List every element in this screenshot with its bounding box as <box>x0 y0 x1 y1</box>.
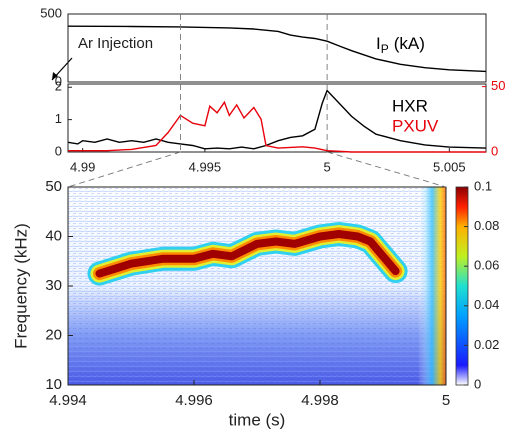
annotation: Ar Injection <box>78 35 153 52</box>
zoom-guide <box>326 151 447 188</box>
spectrogram-background <box>68 187 446 385</box>
x-tick-label: 5.005 <box>433 159 466 174</box>
y-tick-label: 50 <box>45 178 62 195</box>
x-tick-label: 4.996 <box>175 392 213 409</box>
y-tick-label: 40 <box>45 227 62 244</box>
series-line <box>68 89 486 150</box>
y-tick-label: 0 <box>55 73 62 88</box>
colorbar-tick-label: 0.04 <box>474 297 499 312</box>
legend-label: HXR <box>392 96 428 115</box>
plot-area <box>68 25 486 73</box>
y-axis-label: Frequency (kHz) <box>11 223 30 349</box>
y2-tick-label: 0 <box>491 143 498 158</box>
y-tick-label: 0 <box>55 143 62 158</box>
plot-area <box>68 89 486 153</box>
x-tick-label: 4.998 <box>301 392 339 409</box>
colorbar <box>455 186 469 386</box>
ridge <box>95 230 400 278</box>
x-tick-label: 4.994 <box>49 392 87 409</box>
colorbar-tick-label: 0.1 <box>474 178 492 193</box>
colorbar-tick-label: 0.08 <box>474 218 499 233</box>
plot-frame <box>67 83 487 153</box>
series-line <box>68 100 486 153</box>
y-tick-label: 2 <box>55 79 62 94</box>
legend-label: IP (kA) <box>376 34 425 56</box>
colorbar-tick-label: 0.02 <box>474 337 499 352</box>
legend-unit: (kA) <box>394 34 425 53</box>
y-tick-label: 30 <box>45 277 62 294</box>
arrow-head <box>52 72 58 80</box>
ridge-group <box>87 222 408 286</box>
y-tick-label: 1 <box>55 111 62 126</box>
y-tick-label: 500 <box>40 5 62 20</box>
legend-name: I <box>376 34 381 53</box>
colorbar-tick-label: 0 <box>474 376 481 391</box>
x-axis-label: time (s) <box>229 410 286 429</box>
y-tick-label: 20 <box>45 326 62 343</box>
x-tick-label: 4.99 <box>70 159 95 174</box>
legend-label: PXUV <box>392 116 439 135</box>
legend-subscript: P <box>381 42 389 56</box>
x-tick-label: 5 <box>323 159 330 174</box>
plot-frame <box>67 13 487 83</box>
y-tick-label: 10 <box>45 376 62 393</box>
colorbar-tick-label: 0.06 <box>474 258 499 273</box>
series-line <box>68 25 486 73</box>
x-tick-label: 5 <box>442 392 450 409</box>
y2-tick-label: 50 <box>491 78 505 93</box>
x-tick-label: 4.995 <box>189 159 222 174</box>
